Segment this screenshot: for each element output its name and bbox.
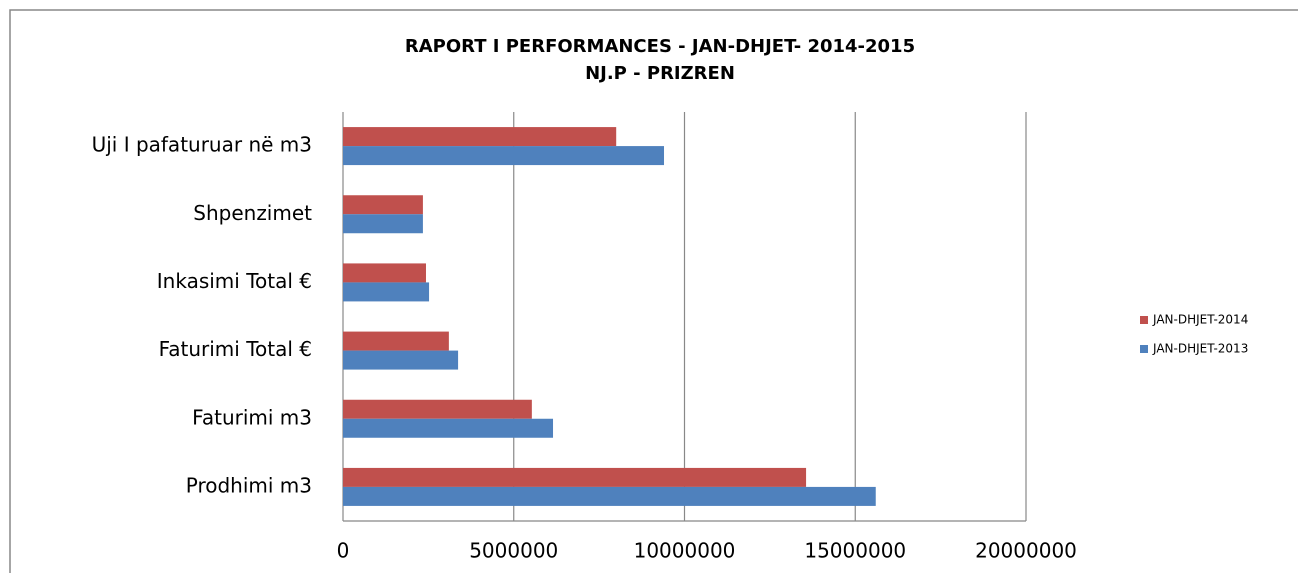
x-tick-label: 10000000 xyxy=(634,539,736,563)
chart-title: RAPORT I PERFORMANCES - JAN-DHJET- 2014-… xyxy=(405,36,915,57)
y-tick-label: Faturimi m3 xyxy=(192,405,312,429)
y-tick-label: Shpenzimet xyxy=(193,201,312,225)
bar xyxy=(343,350,459,370)
x-tick-label: 5000000 xyxy=(469,539,558,563)
chart-subtitle: NJ.P - PRIZREN xyxy=(585,63,735,84)
legend-swatch xyxy=(1140,316,1148,324)
y-tick-label: Uji I pafaturuar në m3 xyxy=(92,133,312,157)
y-tick-label: Inkasimi Total € xyxy=(157,269,312,293)
bar xyxy=(343,399,532,419)
bar xyxy=(343,127,617,147)
bar xyxy=(343,418,554,438)
bar xyxy=(343,146,665,166)
x-tick-label: 0 xyxy=(337,539,350,563)
bar xyxy=(343,263,426,283)
bar xyxy=(343,195,423,215)
bar xyxy=(343,282,430,302)
bar xyxy=(343,486,876,506)
y-tick-label: Faturimi Total € xyxy=(159,337,312,361)
x-tick-label: 20000000 xyxy=(975,539,1077,563)
y-tick-label: Prodhimi m3 xyxy=(186,473,312,497)
legend-swatch xyxy=(1140,345,1148,353)
bar xyxy=(343,467,807,487)
bar xyxy=(343,214,423,234)
legend-label: JAN-DHJET-2013 xyxy=(1152,342,1248,356)
x-tick-label: 15000000 xyxy=(804,539,906,563)
legend-label: JAN-DHJET-2014 xyxy=(1152,313,1248,327)
bar xyxy=(343,331,449,351)
